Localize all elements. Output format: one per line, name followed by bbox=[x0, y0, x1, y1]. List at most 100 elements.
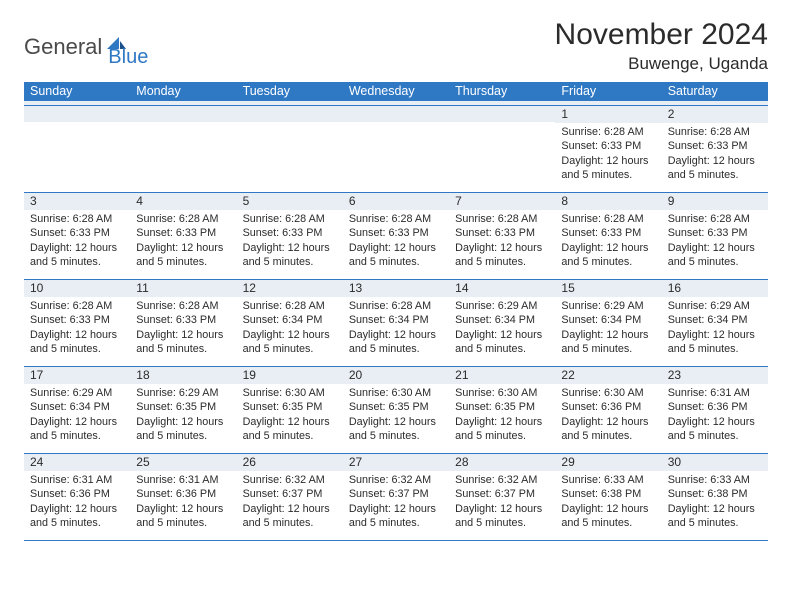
daylight-line2: and 5 minutes. bbox=[561, 168, 655, 182]
sunrise-text: Sunrise: 6:28 AM bbox=[243, 212, 337, 226]
day-number: 17 bbox=[24, 367, 130, 384]
daylight-line2: and 5 minutes. bbox=[455, 255, 549, 269]
day-number: 13 bbox=[343, 280, 449, 297]
daylight-line1: Daylight: 12 hours bbox=[668, 154, 762, 168]
brand-word1: General bbox=[24, 34, 102, 60]
day-number: 29 bbox=[555, 454, 661, 471]
sunrise-text: Sunrise: 6:30 AM bbox=[561, 386, 655, 400]
sunrise-text: Sunrise: 6:28 AM bbox=[349, 212, 443, 226]
day-cell: 2Sunrise: 6:28 AMSunset: 6:33 PMDaylight… bbox=[662, 106, 768, 192]
daylight-line1: Daylight: 12 hours bbox=[668, 502, 762, 516]
day-cell: 15Sunrise: 6:29 AMSunset: 6:34 PMDayligh… bbox=[555, 280, 661, 366]
daylight-line2: and 5 minutes. bbox=[349, 255, 443, 269]
daylight-line1: Daylight: 12 hours bbox=[668, 241, 762, 255]
daylight-line2: and 5 minutes. bbox=[30, 255, 124, 269]
sunset-text: Sunset: 6:36 PM bbox=[668, 400, 762, 414]
sunset-text: Sunset: 6:38 PM bbox=[561, 487, 655, 501]
day-body: Sunrise: 6:28 AMSunset: 6:33 PMDaylight:… bbox=[449, 210, 555, 273]
daylight-line1: Daylight: 12 hours bbox=[30, 328, 124, 342]
day-body: Sunrise: 6:29 AMSunset: 6:34 PMDaylight:… bbox=[449, 297, 555, 360]
sunset-text: Sunset: 6:38 PM bbox=[668, 487, 762, 501]
calendar: Sunday Monday Tuesday Wednesday Thursday… bbox=[24, 82, 768, 541]
daylight-line1: Daylight: 12 hours bbox=[349, 328, 443, 342]
daylight-line1: Daylight: 12 hours bbox=[561, 502, 655, 516]
daylight-line2: and 5 minutes. bbox=[243, 516, 337, 530]
sunrise-text: Sunrise: 6:32 AM bbox=[349, 473, 443, 487]
day-body: Sunrise: 6:32 AMSunset: 6:37 PMDaylight:… bbox=[449, 471, 555, 534]
day-number: 23 bbox=[662, 367, 768, 384]
header: General Blue November 2024 Buwenge, Ugan… bbox=[24, 18, 768, 74]
daylight-line1: Daylight: 12 hours bbox=[561, 154, 655, 168]
sunrise-text: Sunrise: 6:28 AM bbox=[349, 299, 443, 313]
sunrise-text: Sunrise: 6:28 AM bbox=[136, 299, 230, 313]
title-block: November 2024 Buwenge, Uganda bbox=[555, 18, 768, 74]
weekday-tuesday: Tuesday bbox=[237, 82, 343, 101]
weekday-sunday: Sunday bbox=[24, 82, 130, 101]
week-row: 3Sunrise: 6:28 AMSunset: 6:33 PMDaylight… bbox=[24, 193, 768, 280]
day-number: 8 bbox=[555, 193, 661, 210]
week-row: 10Sunrise: 6:28 AMSunset: 6:33 PMDayligh… bbox=[24, 280, 768, 367]
daylight-line2: and 5 minutes. bbox=[668, 255, 762, 269]
day-number bbox=[343, 106, 449, 122]
day-cell: 17Sunrise: 6:29 AMSunset: 6:34 PMDayligh… bbox=[24, 367, 130, 453]
day-body: Sunrise: 6:28 AMSunset: 6:33 PMDaylight:… bbox=[130, 297, 236, 360]
day-cell: 4Sunrise: 6:28 AMSunset: 6:33 PMDaylight… bbox=[130, 193, 236, 279]
day-number: 19 bbox=[237, 367, 343, 384]
daylight-line1: Daylight: 12 hours bbox=[30, 415, 124, 429]
sunset-text: Sunset: 6:33 PM bbox=[243, 226, 337, 240]
daylight-line2: and 5 minutes. bbox=[136, 516, 230, 530]
day-body: Sunrise: 6:31 AMSunset: 6:36 PMDaylight:… bbox=[130, 471, 236, 534]
sunset-text: Sunset: 6:35 PM bbox=[349, 400, 443, 414]
sunset-text: Sunset: 6:33 PM bbox=[561, 139, 655, 153]
sunrise-text: Sunrise: 6:32 AM bbox=[455, 473, 549, 487]
sunrise-text: Sunrise: 6:30 AM bbox=[455, 386, 549, 400]
day-cell: 18Sunrise: 6:29 AMSunset: 6:35 PMDayligh… bbox=[130, 367, 236, 453]
day-body: Sunrise: 6:32 AMSunset: 6:37 PMDaylight:… bbox=[237, 471, 343, 534]
day-number: 24 bbox=[24, 454, 130, 471]
daylight-line1: Daylight: 12 hours bbox=[243, 415, 337, 429]
day-cell: 12Sunrise: 6:28 AMSunset: 6:34 PMDayligh… bbox=[237, 280, 343, 366]
day-number: 11 bbox=[130, 280, 236, 297]
day-number: 6 bbox=[343, 193, 449, 210]
day-number bbox=[449, 106, 555, 122]
daylight-line2: and 5 minutes. bbox=[30, 429, 124, 443]
day-number: 30 bbox=[662, 454, 768, 471]
day-number: 16 bbox=[662, 280, 768, 297]
day-cell: 29Sunrise: 6:33 AMSunset: 6:38 PMDayligh… bbox=[555, 454, 661, 540]
day-body: Sunrise: 6:28 AMSunset: 6:33 PMDaylight:… bbox=[555, 123, 661, 186]
daylight-line2: and 5 minutes. bbox=[455, 516, 549, 530]
day-body: Sunrise: 6:29 AMSunset: 6:35 PMDaylight:… bbox=[130, 384, 236, 447]
sunrise-text: Sunrise: 6:28 AM bbox=[668, 212, 762, 226]
sunrise-text: Sunrise: 6:29 AM bbox=[561, 299, 655, 313]
day-body: Sunrise: 6:28 AMSunset: 6:33 PMDaylight:… bbox=[237, 210, 343, 273]
daylight-line2: and 5 minutes. bbox=[136, 255, 230, 269]
day-cell: 27Sunrise: 6:32 AMSunset: 6:37 PMDayligh… bbox=[343, 454, 449, 540]
day-cell: 7Sunrise: 6:28 AMSunset: 6:33 PMDaylight… bbox=[449, 193, 555, 279]
daylight-line1: Daylight: 12 hours bbox=[455, 241, 549, 255]
sunset-text: Sunset: 6:33 PM bbox=[136, 313, 230, 327]
day-cell: 16Sunrise: 6:29 AMSunset: 6:34 PMDayligh… bbox=[662, 280, 768, 366]
week-row: 17Sunrise: 6:29 AMSunset: 6:34 PMDayligh… bbox=[24, 367, 768, 454]
daylight-line2: and 5 minutes. bbox=[30, 342, 124, 356]
day-number: 25 bbox=[130, 454, 236, 471]
day-body: Sunrise: 6:32 AMSunset: 6:37 PMDaylight:… bbox=[343, 471, 449, 534]
daylight-line2: and 5 minutes. bbox=[561, 342, 655, 356]
sunset-text: Sunset: 6:33 PM bbox=[668, 226, 762, 240]
day-cell: 10Sunrise: 6:28 AMSunset: 6:33 PMDayligh… bbox=[24, 280, 130, 366]
day-cell: 23Sunrise: 6:31 AMSunset: 6:36 PMDayligh… bbox=[662, 367, 768, 453]
daylight-line2: and 5 minutes. bbox=[243, 255, 337, 269]
day-body: Sunrise: 6:28 AMSunset: 6:34 PMDaylight:… bbox=[343, 297, 449, 360]
day-number: 22 bbox=[555, 367, 661, 384]
day-cell bbox=[130, 106, 236, 192]
day-body: Sunrise: 6:28 AMSunset: 6:33 PMDaylight:… bbox=[130, 210, 236, 273]
sunset-text: Sunset: 6:33 PM bbox=[455, 226, 549, 240]
day-body: Sunrise: 6:30 AMSunset: 6:36 PMDaylight:… bbox=[555, 384, 661, 447]
daylight-line1: Daylight: 12 hours bbox=[136, 415, 230, 429]
sunset-text: Sunset: 6:35 PM bbox=[455, 400, 549, 414]
sunrise-text: Sunrise: 6:29 AM bbox=[455, 299, 549, 313]
day-number: 5 bbox=[237, 193, 343, 210]
daylight-line2: and 5 minutes. bbox=[30, 516, 124, 530]
day-number: 15 bbox=[555, 280, 661, 297]
month-title: November 2024 bbox=[555, 18, 768, 52]
sunset-text: Sunset: 6:36 PM bbox=[30, 487, 124, 501]
